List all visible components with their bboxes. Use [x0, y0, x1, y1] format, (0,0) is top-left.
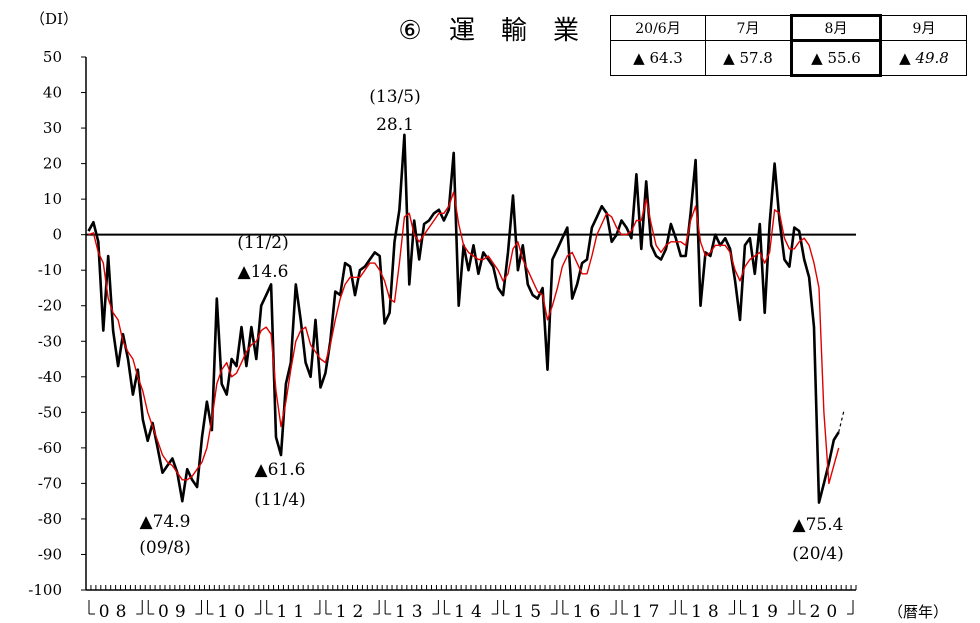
- summary-header-sep: 9月: [880, 15, 967, 41]
- y-tick-label: 0: [52, 226, 62, 244]
- annotation-text: (13/5): [369, 87, 420, 107]
- summary-header-row: 20/6月 7月 8月 9月: [610, 14, 967, 42]
- y-tick-label: -100: [28, 581, 62, 599]
- y-tick-label: -50: [38, 403, 62, 421]
- x-year-label: 17: [632, 602, 666, 622]
- y-tick-label: -80: [38, 510, 62, 528]
- annotation-text: ▲61.6: [255, 460, 306, 480]
- x-year-label: 19: [750, 602, 784, 622]
- y-tick-label: -40: [38, 368, 62, 386]
- summary-value-aug: ▲ 55.6: [790, 39, 882, 77]
- annotation-text: ▲75.4: [793, 515, 844, 535]
- summary-header-jun: 20/6月: [610, 15, 706, 41]
- y-axis-unit-label: （DI）: [30, 10, 78, 28]
- summary-header-jul: 7月: [705, 15, 792, 41]
- summary-value-jun: ▲ 64.3: [610, 40, 706, 76]
- x-axis-unit-label: （暦年）: [888, 603, 948, 621]
- x-year-label: 11: [276, 602, 310, 622]
- summary-table: 20/6月 7月 8月 9月 ▲ 64.3 ▲ 57.8 ▲ 55.6 ▲ 49…: [610, 14, 967, 77]
- summary-value-sep: ▲ 49.8: [880, 40, 967, 76]
- y-tick-label: 30: [43, 119, 62, 137]
- series-forecast-line: [838, 411, 845, 433]
- y-tick-label: 40: [43, 84, 62, 102]
- y-tick-label: -70: [38, 474, 62, 492]
- title-number: ⑥: [398, 16, 424, 46]
- series-di-line: [87, 133, 840, 504]
- y-tick-label: -90: [38, 545, 62, 563]
- x-year-label: 15: [513, 602, 547, 622]
- title-char-2: 輸: [500, 16, 529, 46]
- x-year-label: 08: [99, 602, 133, 622]
- x-year-label: 16: [573, 602, 607, 622]
- y-tick-label: -10: [38, 261, 62, 279]
- x-year-label: 13: [395, 602, 429, 622]
- annotation-text: (11/4): [254, 490, 305, 510]
- annotation-text: ▲14.6: [238, 262, 289, 282]
- y-tick-label: -60: [38, 439, 62, 457]
- title-char-1: 運: [448, 16, 477, 46]
- y-tick-label: -30: [38, 332, 62, 350]
- x-year-label: 14: [454, 602, 488, 622]
- annotation-text: (20/4): [792, 544, 843, 564]
- annotation-text: (09/8): [139, 538, 190, 558]
- title-char-3: 業: [552, 16, 581, 46]
- x-year-label: 12: [336, 602, 370, 622]
- annotation-text: (11/2): [237, 233, 288, 253]
- annotation-text: 28.1: [376, 115, 414, 135]
- summary-header-aug: 8月: [790, 14, 882, 42]
- annotation-text: ▲74.9: [140, 512, 191, 532]
- y-tick-label: 20: [43, 155, 62, 173]
- summary-value-row: ▲ 64.3 ▲ 57.8 ▲ 55.6 ▲ 49.8: [610, 39, 967, 77]
- y-tick-label: 10: [43, 190, 62, 208]
- x-year-label: 10: [217, 602, 251, 622]
- y-tick-label: -20: [38, 297, 62, 315]
- y-tick-label: 50: [43, 48, 62, 66]
- x-year-label: 18: [691, 602, 725, 622]
- x-year-label: 20: [810, 602, 844, 622]
- series-moving-average-line: [88, 191, 840, 485]
- x-year-label: 09: [158, 602, 192, 622]
- summary-value-jul: ▲ 57.8: [705, 40, 792, 76]
